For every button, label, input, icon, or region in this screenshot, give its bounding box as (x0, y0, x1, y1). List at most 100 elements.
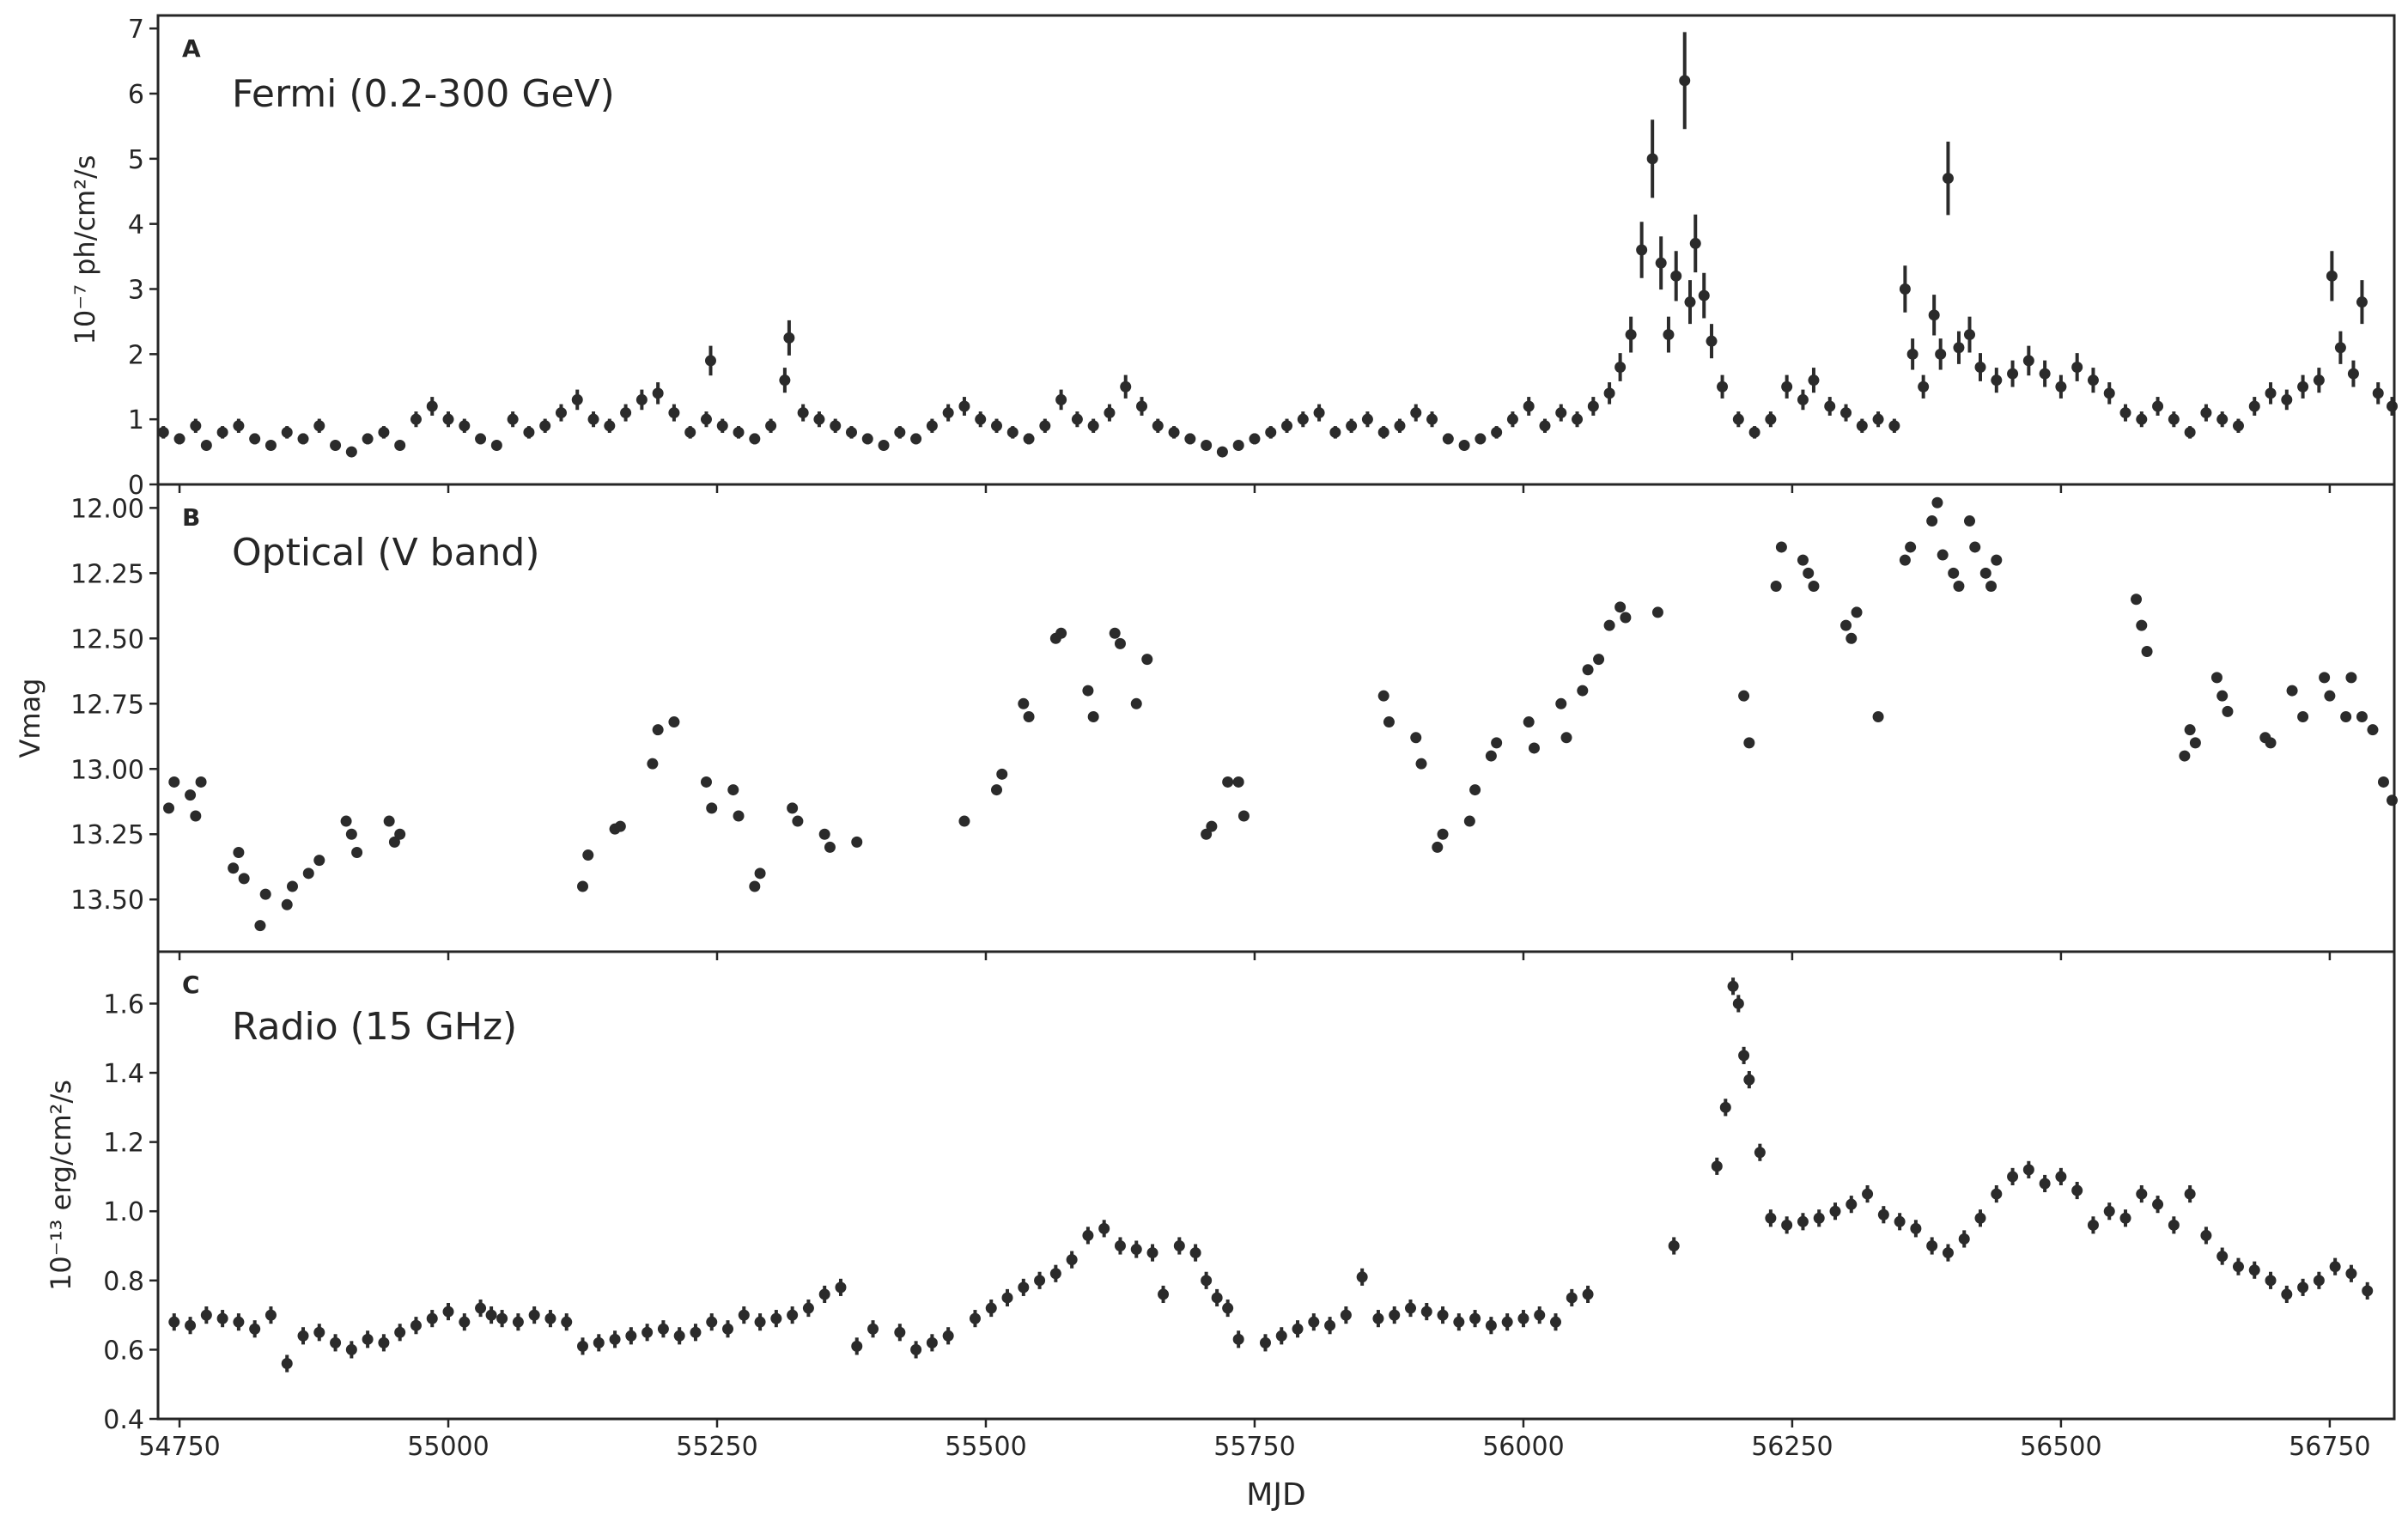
panel-a-data-point (1458, 440, 1470, 451)
panel-a-data-point (878, 440, 890, 451)
panel-c-data-point (1846, 1198, 1858, 1210)
panel-c-data-point (345, 1343, 357, 1355)
panel-b-data-point (228, 862, 240, 874)
panel-b-data-point (792, 815, 804, 827)
panel-b-y-axis: 12.00 12.25 12.50 12.75 13.00 13.25 13.50 (70, 494, 158, 916)
panel-c-data-point (185, 1319, 197, 1331)
panel-c-data-point (1189, 1247, 1201, 1259)
panel-c-data-point (313, 1326, 325, 1338)
panel-b-data-point (1206, 820, 1218, 832)
panel-a-data-point (490, 440, 502, 451)
panel-a-data-point (1684, 296, 1696, 308)
panel-c-data-point (2232, 1261, 2244, 1273)
panel-b-data-point (383, 815, 395, 827)
panel-a-data-point (1963, 329, 1975, 341)
panel-a-data-point (1087, 420, 1099, 432)
panel-c-data-point (1894, 1215, 1906, 1227)
panel-a-data-point (2007, 368, 2019, 380)
panel-b-data-point (652, 724, 664, 736)
panel-a-data-point (1953, 342, 1965, 354)
panel-b-data-point (302, 867, 314, 880)
panel-b-data-point (1130, 697, 1142, 709)
panel-a-data-point (507, 413, 519, 425)
panel-c-data-point (1797, 1215, 1809, 1227)
panel-a-data-point (1055, 393, 1067, 405)
panel-c-data-point (1501, 1316, 1513, 1328)
panel-c-data-point (442, 1306, 454, 1318)
panel-b-data-point (286, 880, 298, 892)
panel-c-data-point (690, 1326, 702, 1338)
panel-c-data-point (1974, 1212, 1986, 1224)
panel-b-data-point (2367, 724, 2379, 736)
panel-a-data-point (1698, 289, 1710, 301)
panel-b-data-point (1926, 515, 1938, 527)
panel-c-data-point (1862, 1188, 1874, 1200)
panel-a-data-point (265, 440, 277, 451)
panel-b-data-point (1109, 627, 1121, 639)
panel-c-data-point (1566, 1292, 1578, 1304)
panel-c-data-point (1534, 1309, 1546, 1321)
panel-a-data-point (1732, 413, 1744, 425)
panel-b-data-point (351, 847, 363, 859)
panel-b-data-point (1432, 841, 1444, 853)
panel-a-data-point (861, 433, 873, 445)
panel-a-data-point (2184, 426, 2196, 438)
panel-a-data-point (297, 433, 309, 445)
panel-a-data-point (1039, 420, 1051, 432)
panel-a-data-point (1808, 374, 1820, 387)
panel-c-data-point (528, 1309, 540, 1321)
panel-a-label: A (182, 34, 201, 63)
panel-a-data-point (1346, 420, 1358, 432)
panel-b-data-point (1775, 541, 1787, 553)
panel-c-data-point (706, 1316, 718, 1328)
panel-a-data-point (2297, 380, 2309, 393)
panel-b-data-point (1985, 581, 1998, 593)
panel-b-data-point (1931, 496, 1943, 508)
panel-a-data-point (2087, 374, 2099, 387)
panel-a-data-point (1506, 413, 1518, 425)
panel-a-data-point (1935, 348, 1947, 360)
panel-a-data-point (1614, 362, 1627, 373)
panel-c-data-point (867, 1323, 879, 1335)
panel-a-data-point (1670, 270, 1682, 282)
panel-c-ytick-label: 1.2 (103, 1129, 144, 1159)
panel-c-data-point (609, 1333, 621, 1345)
panel-c-label: C (182, 971, 200, 999)
panel-a-data-point (1797, 393, 1809, 405)
panel-b-ytick-label: 13.25 (70, 820, 144, 850)
panel-c-data-point (969, 1312, 981, 1324)
panel-b-data-point (1463, 815, 1475, 827)
panel-b-data-point (254, 920, 266, 932)
panel-b-data-point (733, 810, 745, 822)
panel-b-data-point (190, 810, 202, 822)
panel-c-data-point (1232, 1333, 1244, 1345)
panel-a-data-point (1313, 407, 1325, 419)
panel-b-data-point (1222, 776, 1234, 788)
panel-b-data-point (727, 784, 739, 796)
panel-c-data-point (1926, 1240, 1938, 1252)
panel-b-data-point (2222, 705, 2234, 717)
panel-a-data-point (1928, 309, 1940, 321)
panel-b-data-point (647, 758, 659, 770)
panel-a-ytick-label: 6 (128, 80, 144, 110)
panel-c-data-point (2248, 1264, 2260, 1276)
panel-c-data-point (496, 1312, 508, 1324)
panel-c-data-point (1082, 1229, 1094, 1241)
panel-b-data-point (1593, 654, 1605, 666)
panel-b-data-point (2136, 619, 2148, 631)
panel-a-data-point (190, 420, 202, 432)
panel-c-data-point (1259, 1336, 1271, 1348)
panel-a-data-point (2200, 407, 2212, 419)
panel-a-data-point (765, 420, 777, 432)
panel-a-data-point (459, 420, 471, 432)
panel-b-data-point (1840, 619, 1852, 631)
panel-a-y-axis: 0 1 2 3 4 5 6 7 (128, 15, 158, 501)
panel-c-data-point (1211, 1292, 1223, 1304)
panel-c-ytick-label: 1.0 (103, 1197, 144, 1227)
panel-b-data-point (168, 776, 180, 788)
panel-c-data-point (1275, 1330, 1287, 1342)
panel-b-data-point (851, 836, 863, 848)
panel-b-data-point (1410, 732, 1422, 744)
panel-b-ytick-label: 13.50 (70, 886, 144, 916)
panel-c-data-point (378, 1336, 390, 1348)
